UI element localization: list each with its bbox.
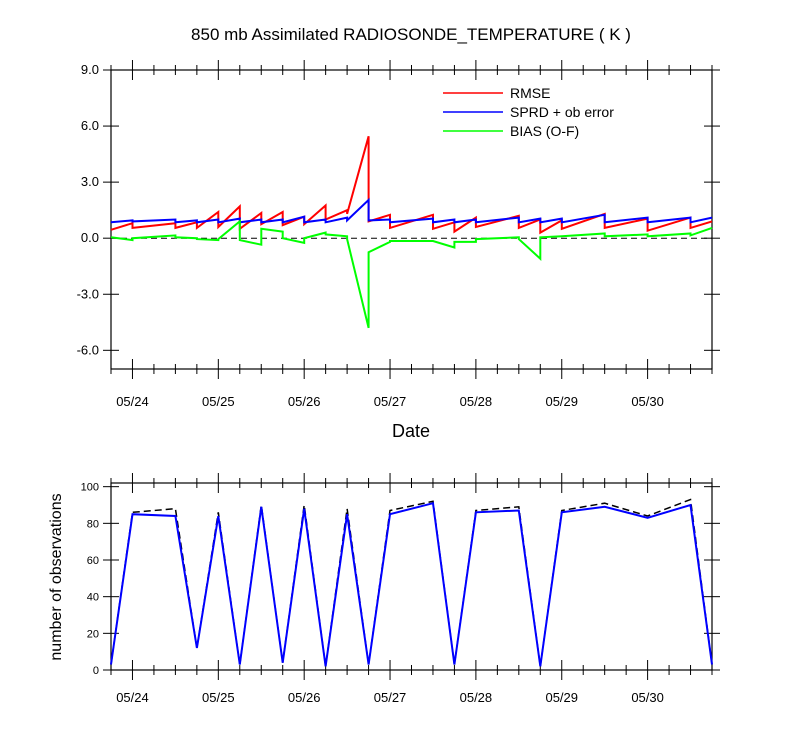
panel1-legend-label-sprd-ob-error: SPRD + ob error [510, 104, 614, 120]
panel2-y-tick-label: 40 [87, 592, 99, 604]
panel1-series-line-sprd-ob-error [110, 197, 713, 224]
panel2-y-tick-label: 60 [87, 555, 99, 567]
panel2-y-tick-label: 100 [81, 482, 99, 494]
panel1-legend-label-rmse: RMSE [510, 85, 550, 101]
panel1-x-tick-label: 05/30 [631, 394, 664, 409]
panel2-series-line-observations-possible [110, 498, 713, 667]
x-axis-label: Date [392, 421, 430, 441]
panel1-legend-label-bias-o-f: BIAS (O-F) [510, 123, 579, 139]
panel1-y-tick-label: 9.0 [81, 62, 99, 77]
panel1-x-tick-label: 05/29 [545, 394, 578, 409]
chart-title: 850 mb Assimilated RADIOSONDE_TEMPERATUR… [191, 25, 631, 44]
panel1-y-tick-label: -6.0 [77, 342, 99, 357]
panel2-x-tick-label: 05/28 [460, 690, 493, 705]
panel1-x-tick-label: 05/25 [202, 394, 235, 409]
panel2-x-tick-label: 05/29 [545, 690, 578, 705]
panel1-y-tick-label: -3.0 [77, 286, 99, 301]
panel2-x-tick-label: 05/25 [202, 690, 235, 705]
panel1-x-tick-label: 05/28 [460, 394, 493, 409]
panel1-x-tick-label: 05/26 [288, 394, 321, 409]
panel2-x-tick-label: 05/24 [116, 690, 149, 705]
panel2-y-tick-label: 80 [87, 518, 99, 530]
panel2-x-tick-label: 05/30 [631, 690, 664, 705]
panel2-x-tick-label: 05/26 [288, 690, 321, 705]
panel1-series-line-bias-o-f [110, 219, 713, 329]
panel2-y-tick-label: 20 [87, 628, 99, 640]
panel1-y-tick-label: 6.0 [81, 118, 99, 133]
panel2-y-tick-label: 0 [93, 665, 99, 677]
panel1-y-tick-label: 3.0 [81, 174, 99, 189]
y-axis-label-observations: number of observations [48, 493, 65, 660]
panel1-x-tick-label: 05/24 [116, 394, 149, 409]
panel2-x-tick-label: 05/27 [374, 690, 407, 705]
panel1-y-tick-label: 0.0 [81, 230, 99, 245]
panel2-series-line-observations-used [110, 501, 713, 667]
panel1-series-line-rmse [110, 136, 713, 235]
panel1-x-tick-label: 05/27 [374, 394, 407, 409]
